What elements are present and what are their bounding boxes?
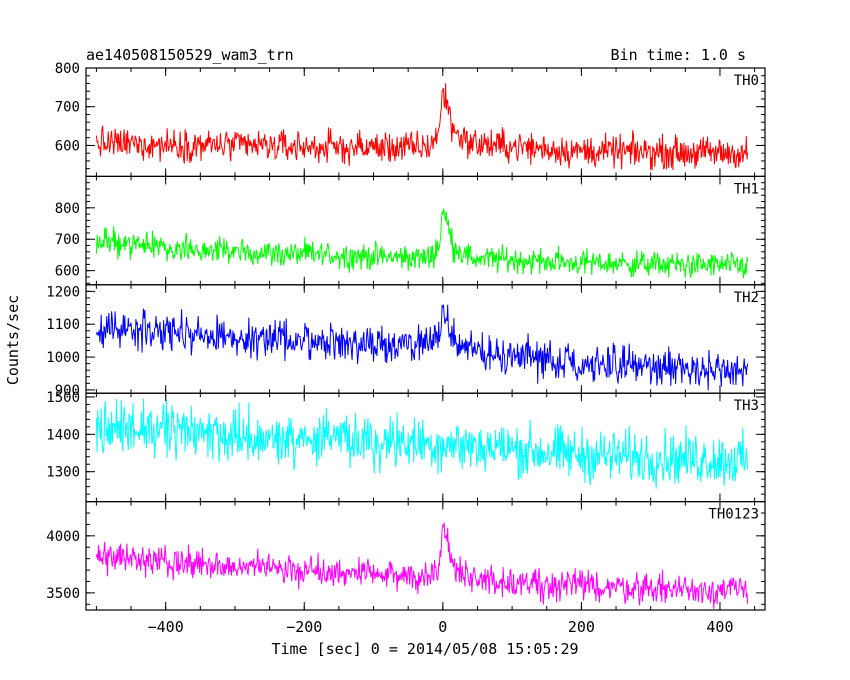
y-tick-label: 1500 xyxy=(46,390,80,406)
x-tick-label: 400 xyxy=(706,618,733,636)
y-tick-label: 1000 xyxy=(46,350,80,366)
y-tick-label: 700 xyxy=(55,100,80,116)
panel-frame xyxy=(85,501,766,611)
y-tick-label: 1100 xyxy=(46,317,80,333)
series-th2-line xyxy=(95,303,749,391)
y-tick-label: 700 xyxy=(55,232,80,248)
x-tick-label: −400 xyxy=(148,618,184,636)
x-axis-label: Time [sec] 0 = 2014/05/08 15:05:29 xyxy=(271,640,578,658)
panel-th0123: 3500 4000 TH0123 xyxy=(46,501,766,611)
series-th3-line xyxy=(95,398,749,489)
panel-name-label: TH3 xyxy=(734,398,759,414)
y-tick-label: 1300 xyxy=(46,465,80,481)
y-tick-label: 1200 xyxy=(46,284,80,300)
panel-th2: 900 1000 1100 1200 TH2 xyxy=(46,284,766,399)
x-tick-label: 200 xyxy=(568,618,595,636)
panel-name-label: TH0 xyxy=(734,73,759,89)
panel-th3: 1300 1400 1500 TH3 xyxy=(46,390,766,503)
series-th0123-line xyxy=(95,522,749,609)
panel-name-label: TH0123 xyxy=(708,507,759,523)
y-tick-label: 4000 xyxy=(46,529,80,545)
x-tick-label: −200 xyxy=(286,618,322,636)
panel-name-label: TH2 xyxy=(734,290,759,306)
y-axis-label: Counts/sec xyxy=(4,295,22,385)
y-tick-label: 800 xyxy=(55,201,80,217)
y-tick-label: 900 xyxy=(55,383,80,399)
x-tick-label: 0 xyxy=(438,618,447,636)
x-axis: −400 −200 0 200 400 xyxy=(148,618,734,636)
panels-group: 600 700 800 TH0 600 700 800 TH1 900 1000 1100 1200 T… xyxy=(46,61,766,611)
panel-name-label: TH1 xyxy=(734,181,759,197)
y-tick-label: 600 xyxy=(55,138,80,154)
y-tick-label: 3500 xyxy=(46,586,80,602)
chart-title-left: ae140508150529_wam3_trn xyxy=(86,46,294,64)
panel-frame xyxy=(85,392,766,503)
y-tick-label: 600 xyxy=(55,264,80,280)
panel-th0: 600 700 800 TH0 xyxy=(55,61,766,178)
series-th0-line xyxy=(95,83,749,171)
series-th1-line xyxy=(95,208,749,279)
y-tick-label: 800 xyxy=(55,61,80,77)
y-tick-label: 1400 xyxy=(46,427,80,443)
panel-th1: 600 700 800 TH1 xyxy=(55,175,766,286)
chart-title-right: Bin time: 1.0 s xyxy=(611,46,746,64)
